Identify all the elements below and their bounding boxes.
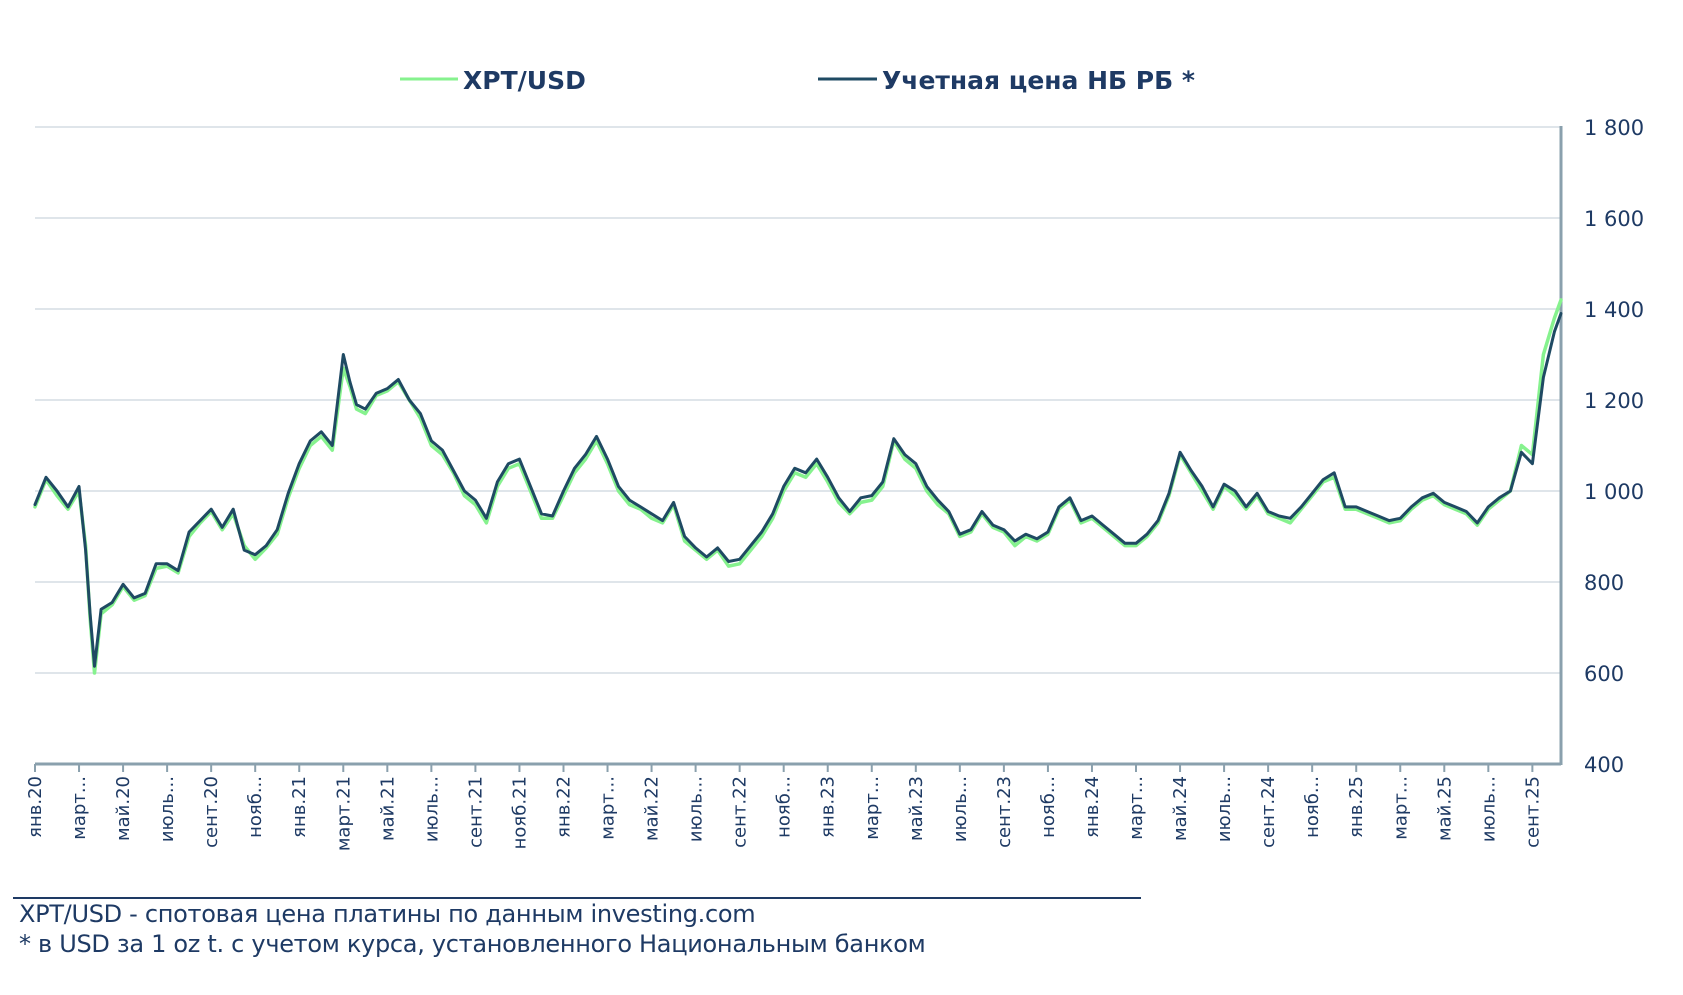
x-tick-label: июль...	[157, 776, 178, 842]
x-axis-ticks: янв.20 март... май.20 июль... сент.20 нояб...…	[25, 764, 1543, 851]
footer-unit-note: * в USD за 1 oz t. с учетом курса, устан…	[19, 930, 926, 958]
x-tick-label: март...	[1390, 776, 1411, 840]
y-tick-label-1200: 1 200	[1584, 389, 1644, 413]
y-tick-label-600: 600	[1584, 662, 1624, 686]
x-tick-label: июль...	[421, 776, 442, 842]
series-lines	[33, 298, 1563, 675]
x-tick-label: янв.22	[553, 776, 574, 838]
x-tick-label: июль...	[686, 776, 707, 842]
x-tick-label: янв.24	[1082, 776, 1103, 838]
x-tick-label: июль...	[950, 776, 971, 842]
x-tick-label: июль...	[1214, 776, 1235, 842]
x-tick-label: нояб...	[245, 776, 266, 838]
y-tick-label-1800: 1 800	[1584, 116, 1644, 140]
y-tick-label-1600: 1 600	[1584, 207, 1644, 231]
x-tick-label: янв.25	[1346, 776, 1367, 838]
legend-label-nbrb: Учетная цена НБ РБ *	[882, 66, 1195, 95]
x-tick-label: сент.21	[465, 776, 486, 848]
footer-source-note: XPT/USD - спотовая цена платины по данны…	[19, 900, 756, 928]
x-tick-label: май.25	[1434, 776, 1455, 841]
series-line-xpt-usd	[33, 298, 1563, 675]
x-tick-label: март.21	[333, 776, 354, 851]
y-tick-label-1400: 1 400	[1584, 298, 1644, 322]
x-tick-label: сент.25	[1522, 776, 1543, 848]
footer-divider	[13, 897, 1141, 899]
series-line-nbrb	[33, 312, 1563, 668]
x-tick-label: май.21	[377, 776, 398, 841]
x-tick-label: июль...	[1478, 776, 1499, 842]
x-tick-label: май.22	[642, 776, 663, 841]
x-tick-label: янв.23	[818, 776, 839, 838]
y-tick-label-1000: 1 000	[1584, 480, 1644, 504]
x-tick-label: янв.21	[289, 776, 310, 838]
x-tick-label: нояб...	[1302, 776, 1323, 838]
x-tick-label: сент.23	[994, 776, 1015, 848]
x-tick-label: сент.24	[1258, 776, 1279, 848]
x-tick-label: янв.20	[25, 776, 46, 838]
x-tick-label: нояб...	[774, 776, 795, 838]
legend-label-xpt-usd: XPT/USD	[463, 66, 586, 95]
y-tick-label-400: 400	[1584, 753, 1624, 777]
legend: XPT/USD Учетная цена НБ РБ *	[400, 66, 1195, 95]
x-tick-label: сент.22	[730, 776, 751, 848]
axes	[35, 126, 1563, 766]
x-tick-label: март...	[862, 776, 883, 840]
x-tick-label: нояб...	[1038, 776, 1059, 838]
x-tick-label: сент.20	[201, 776, 222, 848]
x-tick-label: май.20	[113, 776, 134, 841]
y-axis-tick-labels: 400 600 800 1 000 1 200 1 400 1 600 1 800	[1584, 116, 1644, 777]
x-tick-label: нояб.21	[509, 776, 530, 849]
x-tick-label: май.23	[906, 776, 927, 841]
y-tick-label-800: 800	[1584, 571, 1624, 595]
x-tick-label: май.24	[1170, 776, 1191, 841]
gridlines	[35, 126, 1561, 674]
x-tick-label: март...	[598, 776, 619, 840]
x-tick-label: март...	[1126, 776, 1147, 840]
x-tick-label: март...	[69, 776, 90, 840]
